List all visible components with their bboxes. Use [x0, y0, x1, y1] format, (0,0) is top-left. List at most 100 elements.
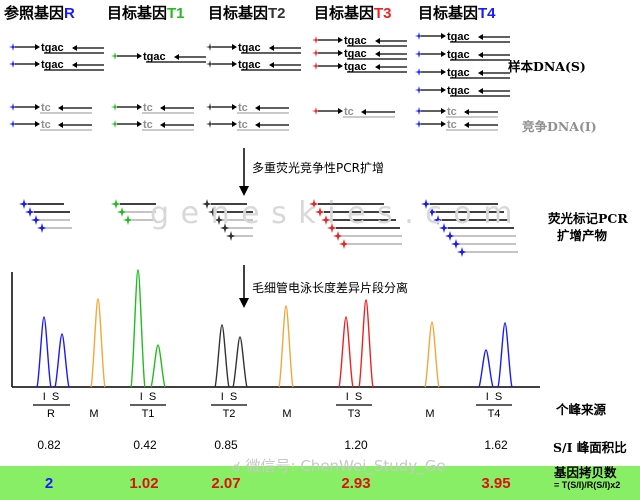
competitor-t1a-forward-arrow-icon — [137, 104, 142, 110]
product-t4-1-dye-icon — [427, 207, 437, 217]
copy-number-formula: = T(S/I)/R(S/I)x2 — [554, 480, 621, 490]
peak-i-label: I — [139, 391, 143, 403]
sample-t3a-forward-arrow-icon — [338, 37, 343, 43]
product-t3-0-dye-icon — [309, 199, 319, 209]
sample-t4a-reverse-arrow-icon — [478, 34, 483, 40]
peak-t1-i — [130, 269, 146, 388]
peak-t4-s — [497, 322, 513, 388]
competitor-t4b-reverse-arrow-icon — [464, 122, 469, 128]
competitor-dna-label: 竞争DNA(I) — [522, 119, 597, 134]
sample-t4c-sequence: tgac — [447, 67, 470, 79]
axis-peaks-t2: I S — [214, 391, 244, 403]
competitor-t2b-reverse-arrow-icon — [255, 122, 260, 128]
competitor-t2b-forward-arrow-icon — [232, 121, 237, 127]
competitor-t2a-sequence: tc — [238, 102, 248, 114]
product-t2-2-dye-icon — [214, 215, 224, 225]
competitor-r1-dye-icon — [9, 103, 17, 111]
sample-r2-forward-arrow-icon — [35, 61, 40, 67]
competitor-t4b-sequence: tc — [447, 119, 457, 131]
amplified-product-label-line1: 荧光标记PCR — [548, 211, 628, 226]
sample-r2-reverse-arrow-icon — [72, 62, 77, 68]
competitor-r1-reverse-arrow-icon — [58, 105, 63, 111]
sample-t3b-forward-arrow-icon — [338, 50, 343, 56]
peak-r-s — [54, 333, 70, 388]
sample-t1-forward-arrow-icon — [137, 53, 142, 59]
product-t4-2-dye-icon — [433, 215, 443, 225]
sample-t4c-dye-icon — [415, 68, 423, 76]
competitor-t3-reverse-arrow-icon — [361, 109, 366, 115]
header-suffix: T1 — [167, 5, 185, 22]
competitor-t4a-sequence: tc — [447, 106, 457, 118]
peak-t2-i — [214, 324, 230, 388]
competitor-t3-sequence: tc — [344, 106, 354, 118]
header-prefix: 目标基因 — [107, 4, 168, 22]
competitor-r2-dye-icon — [9, 120, 17, 128]
peak-s-label: S — [148, 391, 157, 403]
competitor-t2b-sequence: tc — [238, 119, 248, 131]
ratio-label: S/I 峰面积比 — [553, 440, 627, 455]
sample-t4b-sequence: tgac — [447, 49, 470, 61]
product-t4-4-dye-icon — [445, 231, 455, 241]
pcr-step-label: 多重荧光竞争性PCR扩增 — [252, 161, 384, 175]
peak-t4-i — [478, 349, 494, 388]
axis-name-t3: T3 — [347, 408, 361, 420]
sample-t4d-forward-arrow-icon — [441, 87, 446, 93]
competitor-t4a-forward-arrow-icon — [441, 108, 446, 114]
header-target-gene-t3: 目标基因T3 — [314, 2, 392, 23]
sample-t4d-sequence: tgac — [447, 85, 470, 97]
header-prefix: 参照基因 — [4, 4, 65, 22]
wechat-watermark: ☌ 微信号: ChenWei_Study_Ge — [232, 455, 446, 476]
sample-r1-dye-icon — [9, 43, 17, 51]
axis-peaks-t1: I S — [133, 391, 163, 403]
product-r-2-dye-icon — [31, 215, 41, 225]
sample-r1-sequence: tgac — [41, 42, 64, 54]
peak-marker-3 — [424, 321, 440, 388]
peak-i-label: I — [485, 391, 489, 403]
sample-t2a-forward-arrow-icon — [232, 44, 237, 50]
sample-t2b-forward-arrow-icon — [232, 61, 237, 67]
sample-r2-sequence: tgac — [41, 59, 64, 71]
sample-r2-dye-icon — [9, 60, 17, 68]
product-t1-1-dye-icon — [117, 207, 127, 217]
competitor-t2a-dye-icon — [206, 103, 214, 111]
ratio-value-r: 0.82 — [37, 438, 61, 452]
product-t2-1-dye-icon — [208, 207, 218, 217]
sample-t3b-sequence: tgac — [344, 48, 367, 60]
peak-marker-2 — [278, 305, 294, 388]
competitor-r2-forward-arrow-icon — [35, 121, 40, 127]
competitor-t1b-sequence: tc — [143, 119, 153, 131]
header-target-gene-t1: 目标基因T1 — [107, 2, 185, 23]
peak-t3-i — [338, 316, 354, 388]
copy-number-r: 2 — [44, 475, 54, 492]
sample-t2a-dye-icon — [206, 43, 214, 51]
competitor-t1b-forward-arrow-icon — [137, 121, 142, 127]
product-t4-3-dye-icon — [439, 223, 449, 233]
competitor-t2a-forward-arrow-icon — [232, 104, 237, 110]
header-reference-gene: 参照基因R — [4, 2, 75, 23]
sample-t3c-dye-icon — [312, 62, 320, 70]
competitor-r2-reverse-arrow-icon — [58, 122, 63, 128]
sample-t3b-reverse-arrow-icon — [375, 51, 380, 57]
header-suffix: T3 — [374, 5, 392, 22]
ratio-value-t1: 0.42 — [133, 438, 157, 452]
product-t3-5-dye-icon — [339, 239, 349, 249]
header-prefix: 目标基因 — [208, 4, 269, 22]
sample-dna-label: 样本DNA(S) — [508, 59, 586, 74]
product-t2-0-dye-icon — [202, 199, 212, 209]
product-t3-2-dye-icon — [321, 215, 331, 225]
axis-peaks-t4: I S — [479, 391, 509, 403]
axis-name-m: M — [89, 408, 99, 420]
sample-t1-dye-icon — [111, 52, 119, 60]
ratio-value-t2: 0.85 — [214, 438, 238, 452]
peak-source-label: 个峰来源 — [556, 402, 607, 417]
sample-t3a-sequence: tgac — [344, 35, 367, 47]
header-suffix: R — [64, 5, 75, 22]
sample-t3a-reverse-arrow-icon — [375, 38, 380, 44]
sample-t3c-forward-arrow-icon — [338, 63, 343, 69]
copy-number-t1: 1.02 — [129, 475, 159, 492]
peak-t1-s — [150, 344, 166, 388]
peak-t2-s — [232, 336, 248, 388]
competitor-r2-sequence: tc — [41, 119, 51, 131]
sample-t4c-forward-arrow-icon — [441, 69, 446, 75]
